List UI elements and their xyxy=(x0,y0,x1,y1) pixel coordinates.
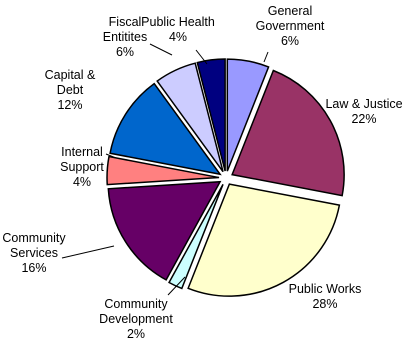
leader-lines xyxy=(61,43,269,296)
pie-label-capital-debt: Capital & Debt 12% xyxy=(45,68,96,112)
pie-slice-public-health xyxy=(196,58,226,172)
pie-slice-community-services xyxy=(107,180,222,281)
pie-label-fiscal-entitites: Fiscal Entitites 6% xyxy=(103,15,147,59)
pie-label-community-development: Community Development 2% xyxy=(99,297,173,341)
leader-line-public-health xyxy=(195,49,208,65)
pie-label-law-justice: Law & Justice 22% xyxy=(325,97,402,126)
pie-label-community-services: Community Services 16% xyxy=(2,231,66,275)
pie-label-public-works: Public Works 28% xyxy=(289,282,362,311)
pie-slice-capital-debt xyxy=(109,82,222,176)
pie-slice-community-development xyxy=(168,183,224,290)
pie-label-general-government: General Government 6% xyxy=(256,4,325,48)
pie-slices xyxy=(106,58,345,297)
pie-slice-fiscal-entitites xyxy=(156,62,224,173)
pie-labels: General Government 6% Law & Justice 22% Publi… xyxy=(2,4,402,341)
pie-label-internal-support: Internal Support 4% xyxy=(60,145,104,189)
pie-slice-public-works xyxy=(187,183,341,297)
pie-slice-law-justice xyxy=(231,69,345,197)
pie-slice-internal-support xyxy=(106,155,220,186)
leader-line-community-services xyxy=(61,245,115,259)
leader-line-fiscal-entitites xyxy=(149,43,173,56)
leader-line-general-government xyxy=(263,51,269,63)
leader-line-internal-support xyxy=(105,153,117,159)
leader-line-community-development xyxy=(167,276,186,296)
pie-label-public-health: Public Health 4% xyxy=(141,15,215,44)
pie-slice-general-government xyxy=(226,58,270,172)
